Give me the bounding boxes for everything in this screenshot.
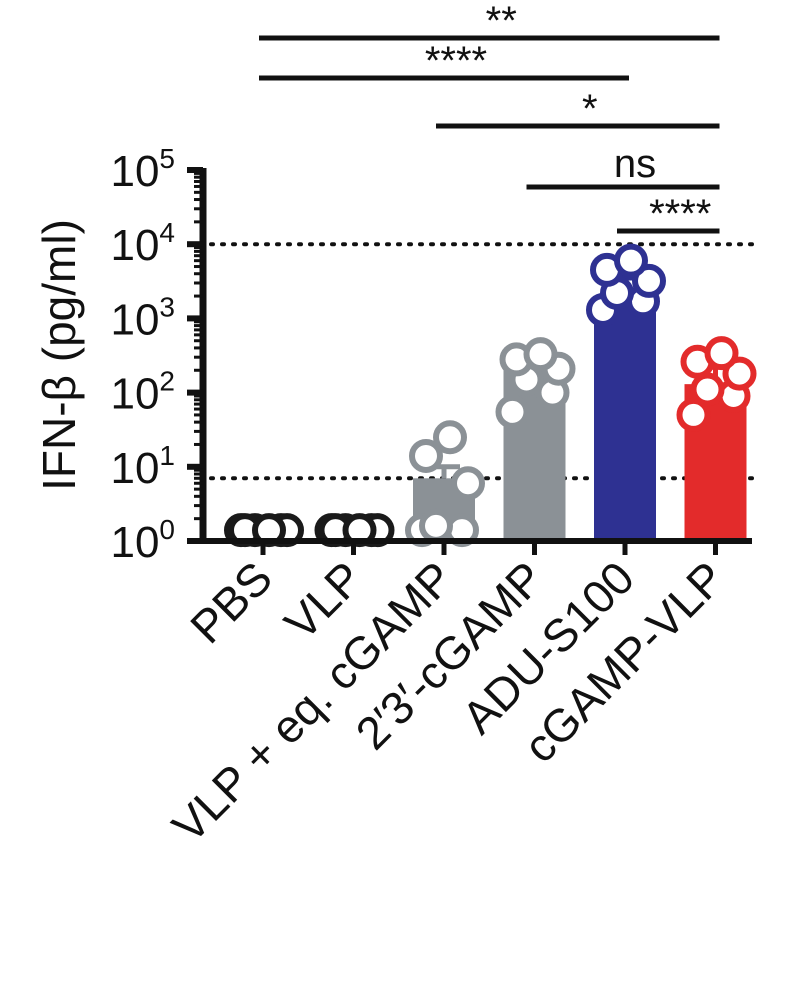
significance-label-1: ** bbox=[486, 0, 517, 43]
y-tick-label-1: 100 bbox=[110, 514, 175, 567]
significance-label-4: ns bbox=[614, 142, 656, 186]
reference-lines bbox=[209, 242, 754, 481]
data-point-5-4 bbox=[632, 263, 666, 298]
data-point-3-4 bbox=[451, 466, 485, 501]
y-tick-label-6: 105 bbox=[110, 143, 175, 196]
y-tick-label-2: 101 bbox=[110, 440, 175, 493]
y-tick-label-4: 103 bbox=[110, 291, 175, 344]
category-label-1: PBS bbox=[180, 551, 282, 653]
y-axis: 100 101 102 103 104 105 bbox=[110, 143, 752, 567]
significance-brackets: *******ns**** bbox=[259, 0, 720, 236]
data-point-6-1 bbox=[676, 397, 711, 432]
data-point-6-3 bbox=[690, 372, 725, 407]
data-points bbox=[224, 243, 757, 548]
significance-label-5: **** bbox=[649, 192, 711, 236]
data-point-3-5 bbox=[409, 438, 443, 473]
significance-label-3: * bbox=[582, 87, 598, 131]
data-point-5-6 bbox=[614, 243, 648, 278]
data-point-3-3 bbox=[419, 508, 453, 543]
bar-5 bbox=[594, 299, 656, 541]
data-point-6-4 bbox=[722, 356, 757, 391]
y-tick-label-3: 102 bbox=[110, 366, 175, 419]
data-point-2-6 bbox=[342, 513, 377, 548]
significance-label-2: **** bbox=[425, 39, 487, 83]
data-point-6-6 bbox=[704, 336, 739, 371]
data-point-4-1 bbox=[495, 394, 530, 429]
y-tick-label-5: 104 bbox=[110, 217, 175, 270]
data-point-1-6 bbox=[252, 513, 286, 548]
y-axis-label: IFN-β (pg/ml) bbox=[33, 219, 85, 491]
data-point-4-6 bbox=[523, 337, 558, 372]
data-point-3-6 bbox=[433, 420, 467, 455]
